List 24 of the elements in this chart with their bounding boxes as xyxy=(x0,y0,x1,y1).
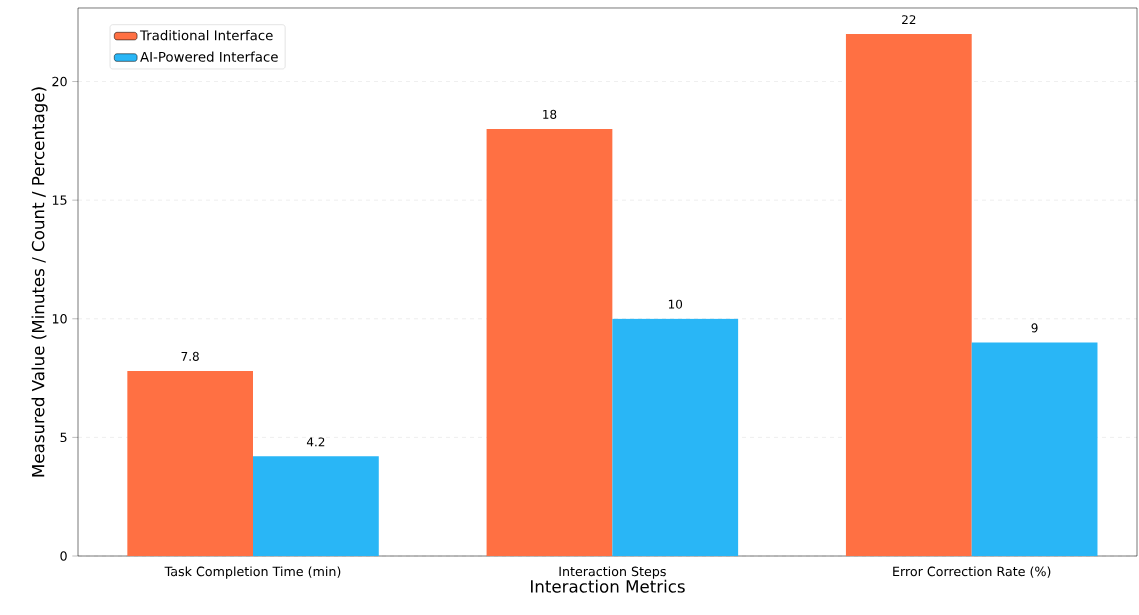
data-label: 7.8 xyxy=(181,351,199,361)
x-tick-label: Error Correction Rate (%) xyxy=(893,566,1051,578)
data-label: 4.2 xyxy=(306,437,325,447)
y-axis-title: Measured Value (Minutes / Count / Percentage) xyxy=(31,87,48,477)
bar xyxy=(486,128,613,556)
data-label: 10 xyxy=(668,299,683,309)
bar xyxy=(127,370,253,556)
bar xyxy=(253,456,379,556)
data-label: 18 xyxy=(543,109,557,119)
bar xyxy=(971,342,1098,556)
y-tick-label: 0 xyxy=(60,551,67,561)
y-tick-label: 10 xyxy=(52,313,67,324)
legend-label: Traditional Interface xyxy=(139,30,273,41)
x-axis-title: Interaction Metrics xyxy=(531,579,685,593)
data-label: 9 xyxy=(1031,323,1038,333)
x-tick-label: Interaction Steps xyxy=(559,566,666,579)
y-tick-label: 15 xyxy=(52,195,67,205)
y-tick-label: 20 xyxy=(52,76,67,87)
y-tick-label: 5 xyxy=(60,432,67,443)
bar xyxy=(845,34,972,556)
x-tick-label: Task Completion Time (min) xyxy=(164,566,341,579)
bar xyxy=(612,318,739,556)
data-label: 22 xyxy=(902,15,916,25)
legend-label: AI-Powered Interface xyxy=(140,51,278,62)
